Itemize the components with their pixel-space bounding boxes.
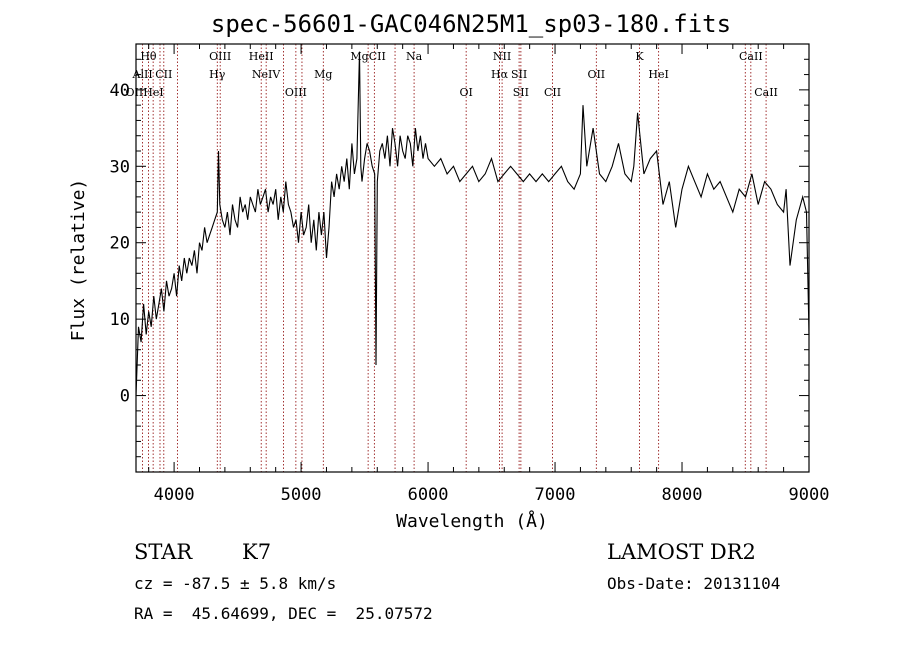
line-label: OIIHeI <box>126 86 164 99</box>
x-tick-label: 8000 <box>662 485 703 505</box>
line-label: AlII <box>132 68 153 81</box>
x-tick-label: 5000 <box>281 485 322 505</box>
y-axis-label: Flux (relative) <box>68 179 89 342</box>
line-label: OII <box>587 68 605 81</box>
line-label: Mg <box>314 68 332 81</box>
line-label: Hθ <box>140 50 157 63</box>
line-label: Na <box>406 50 423 63</box>
object-subclass: K7 <box>242 540 272 564</box>
spectrum-line <box>135 51 810 396</box>
x-tick-label: 6000 <box>408 485 449 505</box>
x-axis-label: Wavelength (Å) <box>396 510 548 532</box>
y-tick-label: 30 <box>110 157 130 177</box>
line-label: CII <box>155 68 172 81</box>
y-tick-label: 10 <box>110 310 130 330</box>
line-label: SII <box>513 86 529 99</box>
x-tick-label: 9000 <box>789 485 830 505</box>
x-tick-label: 7000 <box>535 485 576 505</box>
x-axis: 4000 5000 6000 7000 8000 9000 <box>148 44 830 505</box>
coordinates: RA = 45.64699, DEC = 25.07572 <box>134 604 433 623</box>
line-label: NeIV <box>252 68 281 81</box>
line-label: Hγ <box>209 68 226 81</box>
chart-title: spec-56601-GAC046N25M1_sp03-180.fits <box>211 10 731 38</box>
line-label: CII <box>544 86 561 99</box>
y-tick-label: 0 <box>120 387 130 407</box>
plot-frame <box>135 43 810 473</box>
line-label: OIII <box>209 50 231 63</box>
y-axis: 0 10 20 30 40 <box>110 43 809 458</box>
line-label: CaII <box>754 86 778 99</box>
line-label: NII <box>493 50 511 63</box>
line-label: OIII <box>285 86 307 99</box>
observation-date: Obs-Date: 20131104 <box>607 574 781 593</box>
line-label: HeII <box>249 50 274 63</box>
redshift-velocity: cz = -87.5 ± 5.8 km/s <box>134 574 337 593</box>
survey-name: LAMOST DR2 <box>607 540 756 564</box>
object-class: STAR <box>134 540 193 564</box>
line-label: SII <box>511 68 527 81</box>
y-tick-label: 40 <box>110 81 130 101</box>
line-label: CaII <box>739 50 763 63</box>
y-tick-label: 20 <box>110 234 130 254</box>
line-label: MgCII <box>350 50 385 63</box>
line-label: OI <box>459 86 472 99</box>
line-label: HeI <box>648 68 668 81</box>
line-label: K <box>635 50 644 63</box>
x-tick-label: 4000 <box>154 485 195 505</box>
line-label: Hα <box>491 68 509 81</box>
emission-line-markers <box>142 44 767 472</box>
